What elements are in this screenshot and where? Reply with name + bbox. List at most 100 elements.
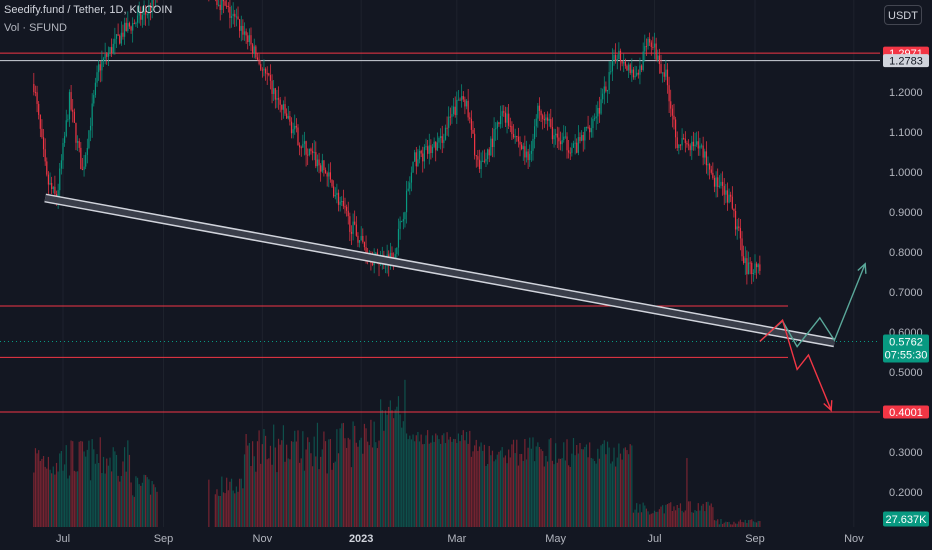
- candle-body: [252, 44, 254, 54]
- candle-body: [109, 47, 111, 53]
- candle-body: [39, 114, 41, 129]
- candle-body: [38, 103, 40, 115]
- volume-bar: [119, 481, 121, 527]
- candle-body: [723, 185, 725, 195]
- current-price-tag: [883, 334, 929, 363]
- volume-bar: [530, 448, 532, 527]
- volume-bar: [80, 440, 82, 527]
- volume-bar: [261, 444, 263, 527]
- volume-bar: [388, 406, 390, 527]
- volume-bar: [83, 451, 85, 527]
- candle-body: [310, 148, 312, 152]
- candle-body: [86, 147, 88, 155]
- candle-body: [457, 99, 460, 101]
- candle-body: [756, 263, 758, 268]
- volume-bar: [739, 519, 742, 527]
- candle-body: [441, 136, 443, 143]
- trendline[interactable]: [44, 193, 836, 348]
- volume-bar: [462, 430, 464, 527]
- candle-body: [308, 148, 310, 156]
- volume-bar: [705, 502, 707, 527]
- volume-bar: [264, 435, 267, 527]
- symbol-title[interactable]: Seedify.fund / Tether, 1D, KUCOIN: [4, 4, 173, 16]
- volume-bar: [33, 472, 35, 527]
- candle-body: [444, 127, 447, 140]
- price-tick-label: 0.3000: [889, 447, 923, 459]
- candle-body: [593, 118, 596, 120]
- candle-body: [234, 13, 236, 17]
- volume-bar: [543, 466, 545, 527]
- volume-bar: [258, 430, 260, 527]
- candle-body: [639, 65, 641, 75]
- volume-bar: [548, 439, 550, 527]
- candle-body: [138, 11, 140, 16]
- bullish-projection-arrowhead: [857, 262, 867, 274]
- candle-body: [51, 182, 53, 190]
- volume-bar: [216, 489, 218, 527]
- candle-body: [350, 231, 353, 234]
- volume-bar: [493, 461, 495, 527]
- volume-bar: [527, 447, 529, 527]
- volume-bar: [153, 484, 155, 527]
- candle-body: [76, 141, 79, 143]
- volume-bar: [537, 442, 539, 527]
- volume-bar: [378, 440, 380, 527]
- candle-body: [436, 142, 438, 151]
- volume-bar: [328, 439, 330, 527]
- candle-body: [52, 186, 54, 190]
- candle-body: [451, 114, 453, 117]
- time-axis[interactable]: Jul Sep Nov 2023 Mar May Jul Sep Nov: [56, 533, 864, 545]
- candle-body: [566, 136, 568, 151]
- candle-body: [662, 72, 664, 74]
- candle-body: [120, 32, 122, 44]
- volume-bar: [368, 445, 370, 527]
- candle-body: [533, 126, 536, 139]
- volume-bar: [418, 441, 421, 527]
- volume-bar: [67, 478, 69, 527]
- candle-body: [550, 119, 552, 127]
- volume-bar: [282, 425, 285, 527]
- volume-bar: [284, 461, 286, 527]
- volume-bar: [260, 463, 262, 527]
- volume-bar: [631, 445, 633, 527]
- volume-bar: [59, 453, 61, 527]
- candle-body: [242, 25, 244, 35]
- volume-bar: [294, 430, 296, 527]
- candle-body: [99, 64, 101, 71]
- level-tag-box: [883, 405, 929, 419]
- volume-bar: [402, 421, 404, 527]
- volume-bar: [687, 501, 690, 527]
- volume-bar: [598, 458, 601, 527]
- candle-body: [286, 113, 288, 119]
- projections[interactable]: [759, 262, 867, 412]
- volume-bar: [120, 475, 122, 527]
- candle-body: [355, 224, 357, 236]
- candle-body: [346, 206, 348, 211]
- volume-bar: [533, 461, 536, 527]
- volume-bar: [691, 512, 693, 527]
- volume-bar: [337, 453, 340, 527]
- candle-body: [459, 99, 461, 101]
- candle-body: [323, 160, 325, 171]
- volume-bar: [341, 423, 343, 527]
- candle-body: [140, 11, 142, 20]
- volume-bar: [89, 480, 92, 527]
- candle-body: [93, 94, 95, 104]
- candle-body: [102, 58, 105, 62]
- candle-body: [328, 172, 330, 177]
- volume-bar: [76, 471, 79, 527]
- horizontal-levels[interactable]: [0, 52, 880, 413]
- volume-bar: [726, 522, 729, 527]
- candle-body: [589, 127, 591, 133]
- volume-bar: [389, 400, 391, 527]
- candle-body: [132, 23, 134, 31]
- volume-bar: [362, 453, 364, 527]
- candle-body: [290, 121, 293, 134]
- currency-selector[interactable]: USDT: [884, 5, 922, 25]
- candle-body: [721, 181, 724, 186]
- price-axis[interactable]: 1.20001.10001.00000.90000.80000.70000.60…: [889, 87, 923, 499]
- time-tick-label: Sep: [745, 533, 765, 545]
- volume-bar: [315, 456, 317, 527]
- volume-bar: [321, 449, 323, 527]
